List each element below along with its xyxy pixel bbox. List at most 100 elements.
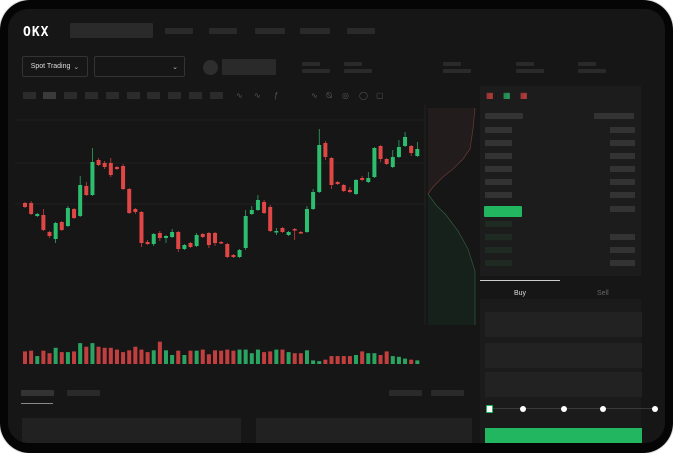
- candle: [121, 166, 126, 189]
- book-both-view-icon[interactable]: ▦: [486, 91, 494, 100]
- slider-mark-75[interactable]: [600, 406, 606, 412]
- timeframe-button[interactable]: [168, 92, 181, 99]
- candle: [65, 208, 70, 226]
- pair-select[interactable]: ⌄: [94, 56, 185, 77]
- orders-tab-underline: [21, 403, 53, 404]
- tab-sell[interactable]: Sell: [597, 290, 609, 297]
- candle: [96, 160, 101, 165]
- slider-mark-25[interactable]: [520, 406, 526, 412]
- book-price[interactable]: [485, 166, 512, 172]
- candle: [396, 147, 401, 157]
- candle: [139, 212, 144, 243]
- slider-track[interactable]: [490, 408, 655, 409]
- timeframe-button[interactable]: [23, 92, 36, 99]
- camera-icon[interactable]: ◎: [342, 91, 349, 100]
- candle: [317, 145, 322, 192]
- candle: [286, 232, 291, 235]
- amount-input[interactable]: [485, 343, 642, 368]
- book-price[interactable]: [485, 260, 512, 266]
- volume-bar: [231, 350, 236, 364]
- book-price[interactable]: [485, 221, 512, 227]
- timeframe-button[interactable]: [43, 92, 56, 99]
- candle: [114, 167, 119, 169]
- timeframe-button[interactable]: [147, 92, 160, 99]
- timeframe-button[interactable]: [85, 92, 98, 99]
- candle: [78, 185, 83, 216]
- candle: [347, 190, 352, 192]
- draw-icon[interactable]: ⦰: [326, 91, 333, 100]
- stat-label: [344, 62, 362, 66]
- book-price[interactable]: [485, 140, 512, 146]
- book-price[interactable]: [485, 247, 512, 253]
- candle: [415, 149, 420, 156]
- timeframe-button[interactable]: [64, 92, 77, 99]
- nav-item[interactable]: [255, 28, 285, 34]
- volume-bar: [157, 341, 162, 364]
- stat-value: [302, 69, 330, 73]
- order-card: [256, 418, 472, 443]
- candle: [262, 202, 267, 213]
- candle: [53, 223, 58, 239]
- settings-icon[interactable]: ◯: [359, 91, 368, 100]
- depth-asks-area: [428, 108, 475, 194]
- book-price[interactable]: [485, 192, 512, 198]
- price-input[interactable]: [485, 312, 642, 337]
- function-icon[interactable]: ƒ: [274, 91, 279, 100]
- candlestick-chart[interactable]: [8, 9, 665, 443]
- nav-item[interactable]: [209, 28, 237, 34]
- candle: [170, 232, 175, 237]
- filter-button[interactable]: [389, 390, 422, 396]
- book-amount: [610, 153, 635, 159]
- book-price[interactable]: [485, 153, 512, 159]
- book-amount: [610, 166, 635, 172]
- slider-mark-100[interactable]: [652, 406, 658, 412]
- total-input[interactable]: [485, 372, 642, 397]
- candle: [274, 231, 279, 233]
- filter-button[interactable]: [431, 390, 464, 396]
- depth-bids-line: [427, 193, 476, 325]
- nav-item[interactable]: [165, 28, 193, 34]
- book-amount: [610, 234, 635, 240]
- candle: [84, 186, 89, 195]
- book-price[interactable]: [485, 127, 512, 133]
- timeframe-button[interactable]: [106, 92, 119, 99]
- nav-item[interactable]: [347, 28, 375, 34]
- spot-trading-select[interactable]: Spot Trading ⌄: [22, 56, 88, 77]
- fullscreen-icon[interactable]: ▢: [376, 91, 384, 100]
- candle: [133, 209, 138, 212]
- volume-bar: [415, 360, 420, 364]
- orders-tab[interactable]: [21, 390, 54, 396]
- candle: [145, 242, 150, 244]
- candle: [384, 159, 389, 164]
- volume-bar: [151, 350, 156, 364]
- tab-buy[interactable]: Buy: [514, 290, 527, 297]
- volume-bar: [378, 355, 383, 364]
- book-price[interactable]: [485, 234, 512, 240]
- line-tool-icon[interactable]: ∿: [311, 91, 318, 100]
- nav-item[interactable]: [300, 28, 330, 34]
- slider-handle[interactable]: [486, 405, 493, 413]
- indicator-icon[interactable]: ∿: [254, 91, 261, 100]
- slider-mark-50[interactable]: [561, 406, 567, 412]
- buy-button[interactable]: [485, 428, 642, 443]
- timeframe-button[interactable]: [189, 92, 202, 99]
- book-asks-view-icon[interactable]: ▦: [520, 91, 528, 100]
- volume-bar: [219, 350, 224, 364]
- book-price[interactable]: [485, 179, 512, 185]
- candle: [323, 143, 328, 157]
- candle: [268, 207, 273, 231]
- volume-bar: [286, 352, 291, 364]
- timeframe-button[interactable]: [210, 92, 223, 99]
- history-tab[interactable]: [67, 390, 100, 396]
- timeframe-button[interactable]: [127, 92, 140, 99]
- chart-type-icon[interactable]: ∿: [236, 91, 243, 100]
- candle: [304, 209, 309, 232]
- book-bids-view-icon[interactable]: ▦: [503, 91, 511, 100]
- candle: [360, 178, 365, 180]
- candle: [298, 232, 303, 234]
- okx-logo[interactable]: OKX: [23, 25, 50, 40]
- candle: [403, 137, 408, 146]
- search-placeholder[interactable]: [70, 23, 153, 38]
- volume-bar: [139, 349, 144, 364]
- candle: [127, 189, 132, 213]
